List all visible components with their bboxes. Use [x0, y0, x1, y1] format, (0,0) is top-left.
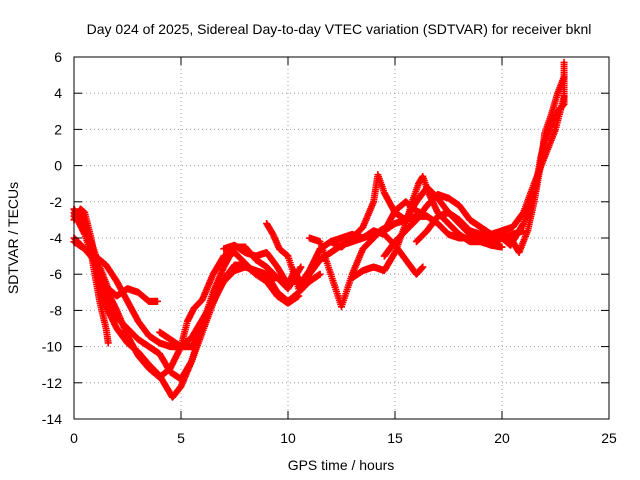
- x-axis-label: GPS time / hours: [288, 457, 395, 473]
- x-tick-label: 0: [70, 430, 78, 446]
- y-tick-label: 0: [54, 158, 62, 174]
- x-tick-label: 5: [177, 430, 185, 446]
- data-point: [297, 263, 305, 271]
- y-tick-label: -2: [50, 194, 63, 210]
- y-tick-label: 2: [54, 121, 62, 137]
- y-tick-label: 4: [54, 85, 62, 101]
- y-tick-label: -8: [50, 302, 63, 318]
- y-tick-label: -10: [42, 339, 62, 355]
- x-tick-label: 20: [494, 430, 510, 446]
- data-point: [153, 297, 161, 305]
- series-track-7: [156, 321, 206, 351]
- data-point: [104, 339, 112, 347]
- y-tick-label: -12: [42, 375, 62, 391]
- x-tick-label: 15: [387, 430, 403, 446]
- y-tick-label: -6: [50, 266, 63, 282]
- y-tick-label: -4: [50, 230, 63, 246]
- x-tick-label: 25: [601, 430, 617, 446]
- y-axis-label: SDTVAR / TECUs: [5, 182, 21, 294]
- series-track-14: [412, 73, 568, 256]
- data-point: [198, 321, 206, 329]
- data-point: [273, 274, 281, 282]
- series-track-3: [70, 209, 303, 383]
- series-track-5: [70, 205, 161, 305]
- data-points: [70, 58, 568, 401]
- series-track-15: [487, 58, 568, 249]
- x-tick-label: 10: [280, 430, 296, 446]
- chart-title: Day 024 of 2025, Sidereal Day-to-day VTE…: [87, 21, 592, 37]
- axes: 0 5 10 15 20 25 -14 -12 -10 -8 -6 -4 -2 0 2 4 6: [42, 49, 617, 446]
- data-point: [316, 270, 324, 278]
- y-tick-label: 6: [54, 49, 62, 65]
- data-point: [498, 243, 506, 251]
- y-tick-label: -14: [42, 411, 62, 427]
- data-point: [560, 58, 568, 66]
- data-point: [419, 263, 427, 271]
